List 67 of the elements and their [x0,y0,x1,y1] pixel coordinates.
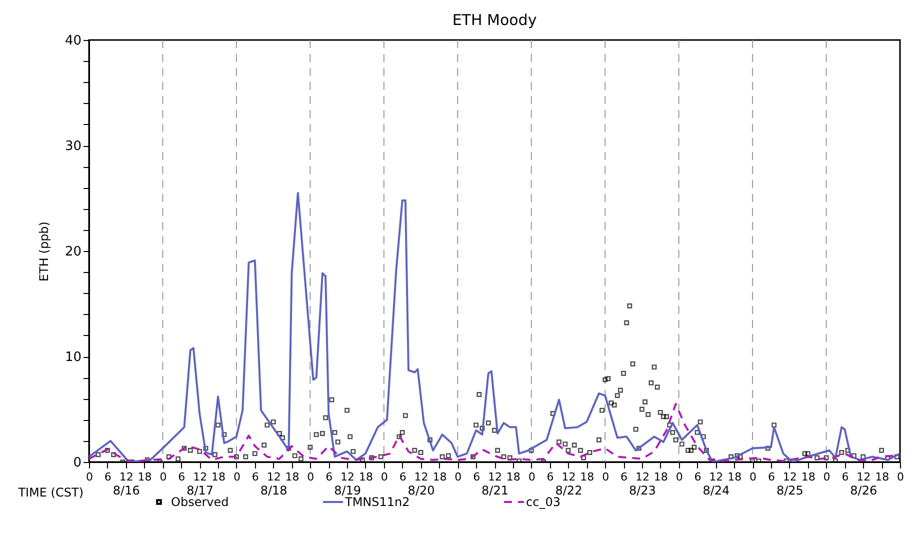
x-tick-label: 18 [212,470,226,484]
x-tick-label: 0 [897,470,904,484]
y-axis-title: ETH (ppb) [36,222,51,282]
x-tick-label: 12 [266,470,281,484]
y-tick-label: 0 [73,456,82,470]
x-tick-label: 0 [307,470,314,484]
x-tick-label: 12 [488,470,502,484]
x2-tick-label: 8/23 [628,484,656,498]
y-tick-label: 30 [64,139,82,154]
x-tick-label: 0 [823,470,830,484]
x-tick-label: 12 [119,470,134,484]
x2-tick-label: 8/25 [776,484,804,498]
x-tick-label: 12 [562,470,576,484]
x-tick-label: 18 [728,470,742,484]
x-tick-label: 6 [399,470,406,484]
x2-tick-label: 8/17 [186,484,214,498]
x-tick-label: 6 [104,470,112,484]
x-tick-label: 18 [654,470,668,484]
x-tick-label: 6 [178,470,186,484]
x-tick-label: 0 [86,470,93,484]
x2-tick-label: 8/24 [702,484,730,498]
x-tick-label: 6 [252,470,259,484]
x-tick-label: 0 [750,470,757,484]
y-tick-label: 20 [64,244,82,260]
x-tick-label: 12 [782,470,797,484]
x-tick-label: 6 [546,470,554,484]
legend-label: Observed [171,495,229,509]
x2-tick-label: 8/21 [482,484,508,498]
x-tick-label: 12 [709,470,724,484]
x2-tick-label: 8/22 [555,484,582,498]
chart-title: ETH Moody [452,11,537,29]
x-tick-label: 6 [768,470,775,484]
y-tick-label: 10 [64,350,82,365]
x-tick-label: 0 [676,470,683,484]
x-axis-title: TIME (CST) [17,486,84,500]
x-tick-label: 12 [856,470,871,484]
x-tick-label: 0 [233,470,240,484]
legend-label: cc_03 [526,495,560,509]
x-tick-label: 0 [454,470,462,484]
x-tick-label: 18 [138,470,152,484]
x-tick-label: 0 [380,470,388,484]
x-tick-label: 18 [580,470,594,484]
x-tick-label: 18 [875,470,890,484]
x-tick-label: 18 [358,470,373,484]
x-tick-label: 0 [528,470,536,484]
legend-label: TMNS11n2 [344,495,410,509]
x-tick-label: 12 [193,470,208,484]
x-tick-label: 0 [602,470,610,484]
x-tick-label: 6 [694,470,702,484]
x2-tick-label: 8/19 [334,484,362,498]
x-tick-label: 18 [285,470,300,484]
y-tick-label: 40 [64,34,82,48]
x-tick-label: 18 [506,470,520,484]
x-tick-label: 18 [432,470,447,484]
x-tick-label: 12 [340,470,355,484]
x-tick-label: 6 [842,470,849,484]
x-tick-label: 12 [635,470,650,484]
x-tick-label: 12 [414,470,428,484]
x2-tick-label: 8/18 [260,484,288,498]
x2-tick-label: 8/20 [408,484,435,498]
x-tick-label: 6 [473,470,480,484]
x2-tick-label: 8/26 [850,484,878,498]
x-tick-label: 0 [160,470,167,484]
x-tick-label: 6 [326,470,333,484]
x-tick-label: 6 [620,470,628,484]
x2-tick-label: 8/16 [112,484,140,498]
x-tick-label: 18 [801,470,816,484]
